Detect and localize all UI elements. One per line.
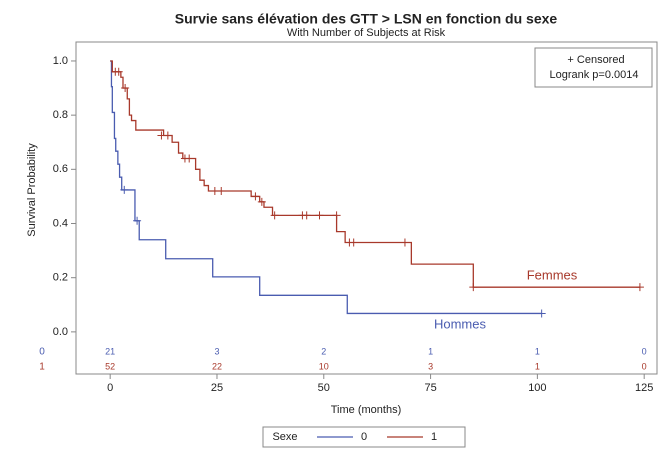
censor-mark <box>133 216 142 225</box>
censor-mark <box>469 283 478 292</box>
at-risk-count: 22 <box>212 361 222 371</box>
curve-label: Femmes <box>527 267 578 282</box>
censor-mark <box>332 211 341 220</box>
censor-mark <box>537 309 546 318</box>
x-tick-label: 100 <box>528 382 546 394</box>
censor-mark <box>635 283 644 292</box>
x-tick-label: 25 <box>211 382 223 394</box>
at-risk-count: 10 <box>319 361 329 371</box>
censor-mark <box>251 192 260 201</box>
at-risk-count: 2 <box>321 346 326 356</box>
y-tick-label: 0.2 <box>53 272 68 284</box>
at-risk-count: 0 <box>642 361 647 371</box>
at-risk-count: 52 <box>105 361 115 371</box>
censor-mark <box>185 154 194 163</box>
legend-title: Sexe <box>272 431 297 443</box>
y-tick-label: 0.4 <box>53 217 68 229</box>
censor-mark <box>400 238 409 247</box>
x-tick-label: 50 <box>318 382 330 394</box>
legend-box <box>262 426 466 448</box>
chart-subtitle: With Number of Subjects at Risk <box>287 27 446 39</box>
x-tick-label: 0 <box>107 382 113 394</box>
censor-mark <box>121 84 130 93</box>
y-tick-label: 0.6 <box>53 163 68 175</box>
at-risk-count: 1 <box>428 346 433 356</box>
annotation-box <box>534 47 653 88</box>
at-risk-count: 1 <box>535 361 540 371</box>
censor-mark <box>217 187 226 195</box>
censor-mark <box>302 211 311 220</box>
censor-mark <box>349 238 358 247</box>
y-axis-label: Survival Probability <box>26 143 38 237</box>
at-risk-group: 0 <box>39 347 45 358</box>
censor-mark <box>270 211 279 220</box>
y-tick-label: 1.0 <box>53 55 68 67</box>
legend-label: 0 <box>361 431 367 443</box>
curve-label: Hommes <box>434 316 487 331</box>
chart-title: Survie sans élévation des GTT > LSN en f… <box>175 11 558 27</box>
censor-mark <box>114 67 123 76</box>
at-risk-count: 21 <box>105 346 115 356</box>
legend-label: 1 <box>431 431 437 443</box>
y-tick-label: 0.8 <box>53 109 68 121</box>
survival-curve <box>110 60 640 288</box>
censor-mark <box>315 211 324 220</box>
survival-curve <box>110 60 542 315</box>
annotation: + Censored <box>567 54 624 66</box>
x-axis-label: Time (months) <box>331 404 402 416</box>
annotation: Logrank p=0.0014 <box>550 69 639 81</box>
plot-frame <box>75 41 658 375</box>
at-risk-count: 0 <box>642 346 647 356</box>
at-risk-count: 3 <box>428 361 433 371</box>
censor-mark <box>163 131 172 140</box>
censor-mark <box>257 197 266 206</box>
x-tick-label: 75 <box>424 382 436 394</box>
at-risk-group: 1 <box>39 362 45 373</box>
at-risk-count: 3 <box>214 346 219 356</box>
censor-mark <box>120 185 129 194</box>
x-tick-label: 125 <box>635 382 653 394</box>
at-risk-count: 1 <box>535 346 540 356</box>
y-tick-label: 0.0 <box>53 326 68 338</box>
